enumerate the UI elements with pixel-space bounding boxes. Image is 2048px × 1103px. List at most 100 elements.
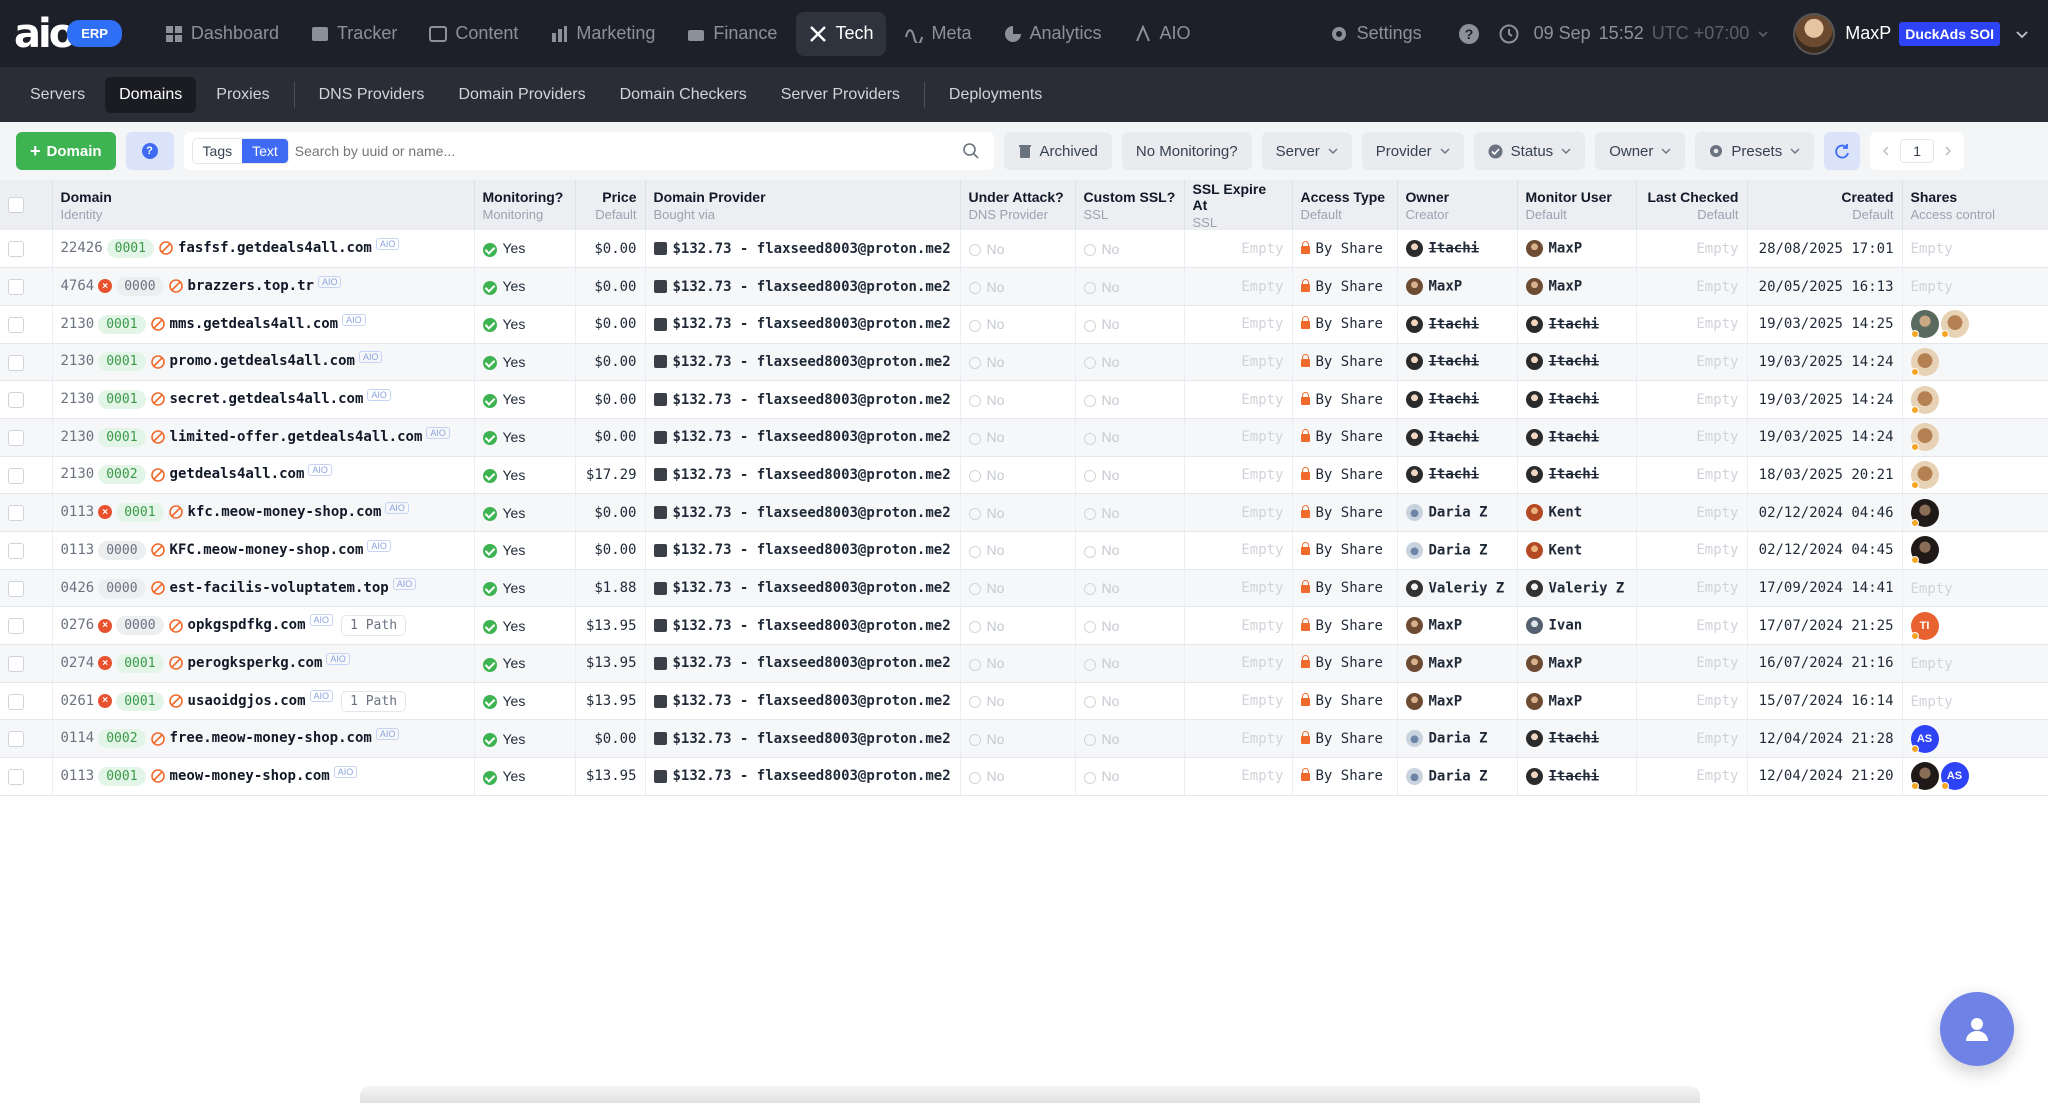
table-row[interactable]: 0113 0001 meow-money-shop.com AIO Yes $13.95 $…	[0, 757, 2048, 796]
help-button[interactable]: ?	[125, 132, 174, 170]
workspace-badge[interactable]: DuckAds SOI	[1899, 21, 2000, 46]
owner-cell[interactable]: Daria Z	[1397, 531, 1518, 570]
row-checkbox[interactable]	[8, 656, 24, 673]
chevron-right-icon[interactable]	[1942, 145, 1954, 157]
table-row[interactable]: 0276 × 0000 opkgspdfkg.com AIO 1 Path Yes $13.9…	[0, 606, 2048, 646]
domain-name[interactable]: perogksperkg.com	[187, 654, 323, 671]
share-avatar[interactable]: AS	[1910, 724, 1939, 753]
server-filter-dropdown[interactable]: Server	[1261, 132, 1352, 170]
nav-item-content[interactable]: Content	[416, 12, 531, 56]
monitor-user-cell[interactable]: Ivan	[1517, 606, 1637, 646]
domain-cell[interactable]: 2130 0002 getdeals4all.com AIO	[52, 456, 475, 495]
domain-name[interactable]: getdeals4all.com	[169, 466, 305, 483]
domain-provider-cell[interactable]: $132.73 - flaxseed8003@proton.me2	[645, 531, 961, 570]
shares-cell[interactable]	[1902, 343, 2048, 382]
shares-cell[interactable]: Empty	[1902, 267, 2048, 306]
monitor-user-cell[interactable]: Itachi	[1517, 456, 1637, 495]
add-domain-button[interactable]: + Domain	[16, 132, 116, 170]
row-checkbox[interactable]	[8, 467, 24, 484]
subnav-item-deployments[interactable]: Deployments	[948, 85, 1043, 103]
shares-cell[interactable]	[1902, 380, 2048, 419]
help-button[interactable]: ?	[1458, 23, 1480, 45]
owner-cell[interactable]: Itachi	[1397, 456, 1518, 495]
table-row[interactable]: 4764 × 0000 brazzers.top.tr AIO Yes $0.00 $132.…	[0, 267, 2048, 306]
row-checkbox[interactable]	[8, 241, 24, 258]
app-logo[interactable]: aio ERP	[14, 14, 122, 54]
table-row[interactable]: 22426 0001 fasfsf.getdeals4all.com AIO Yes $0…	[0, 230, 2048, 269]
user-name[interactable]: MaxP	[1845, 23, 1892, 43]
domain-provider-cell[interactable]: $132.73 - flaxseed8003@proton.me2	[645, 606, 961, 646]
column-header-domain-provider[interactable]: Domain Provider Bought via	[645, 180, 961, 230]
nav-item-tech[interactable]: Tech	[796, 11, 887, 56]
monitor-user-cell[interactable]: Kent	[1517, 493, 1637, 532]
shares-cell[interactable]: AS	[1902, 757, 2048, 796]
row-checkbox[interactable]	[8, 580, 24, 597]
shares-cell[interactable]: AS	[1902, 719, 2048, 759]
monitor-user-cell[interactable]: MaxP	[1517, 644, 1637, 683]
column-header-created[interactable]: Created Default	[1747, 180, 1903, 230]
domain-name[interactable]: brazzers.top.tr	[187, 278, 314, 295]
domain-provider-cell[interactable]: $132.73 - flaxseed8003@proton.me2	[645, 757, 961, 796]
shares-cell[interactable]	[1902, 493, 2048, 532]
owner-filter-dropdown[interactable]: Owner	[1595, 132, 1686, 170]
subnav-item-servers[interactable]: Servers	[30, 85, 86, 103]
column-header-custom-ssl[interactable]: Custom SSL? SSL	[1075, 180, 1185, 230]
domain-name[interactable]: kfc.meow-money-shop.com	[187, 504, 382, 521]
history-button[interactable]	[1498, 23, 1520, 45]
column-header-price[interactable]: Price Default	[575, 180, 646, 230]
table-row[interactable]: 2130 0001 promo.getdeals4all.com AIO Yes $0.0…	[0, 343, 2048, 382]
share-avatar[interactable]: AS	[1940, 762, 1969, 791]
support-chat-button[interactable]	[1940, 992, 2014, 1066]
domain-cell[interactable]: 0426 0000 est-facilis-voluptatem.top AIO	[52, 569, 475, 608]
shares-cell[interactable]	[1902, 456, 2048, 495]
domain-name[interactable]: promo.getdeals4all.com	[169, 353, 355, 370]
domain-cell[interactable]: 22426 0001 fasfsf.getdeals4all.com AIO	[52, 230, 475, 269]
domain-provider-cell[interactable]: $132.73 - flaxseed8003@proton.me2	[645, 230, 961, 269]
column-header-under-attack[interactable]: Under Attack? DNS Provider	[960, 180, 1076, 230]
monitor-user-cell[interactable]: Itachi	[1517, 305, 1637, 344]
owner-cell[interactable]: Itachi	[1397, 305, 1518, 344]
shares-cell[interactable]: Empty	[1902, 569, 2048, 608]
domain-cell[interactable]: 0113 × 0001 kfc.meow-money-shop.com AIO	[52, 493, 475, 532]
share-avatar[interactable]	[1910, 498, 1939, 527]
owner-cell[interactable]: MaxP	[1397, 644, 1518, 683]
domain-name[interactable]: fasfsf.getdeals4all.com	[177, 240, 372, 257]
shares-cell[interactable]: Empty	[1902, 644, 2048, 683]
subnav-item-proxies[interactable]: Proxies	[216, 85, 270, 103]
provider-filter-dropdown[interactable]: Provider	[1361, 132, 1464, 170]
nav-item-tracker[interactable]: Tracker	[298, 12, 410, 56]
share-avatar[interactable]	[1910, 385, 1939, 414]
column-header-access-type[interactable]: Access Type Default	[1292, 180, 1398, 230]
row-checkbox[interactable]	[8, 392, 24, 409]
table-row[interactable]: 2130 0002 getdeals4all.com AIO Yes $17.29 $132…	[0, 456, 2048, 495]
monitor-user-cell[interactable]: Itachi	[1517, 380, 1637, 419]
monitor-user-cell[interactable]: Valeriy Z	[1517, 569, 1637, 608]
monitor-user-cell[interactable]: Itachi	[1517, 719, 1637, 759]
archived-filter-button[interactable]: Archived	[1003, 132, 1112, 170]
subnav-item-domain-checkers[interactable]: Domain Checkers	[619, 85, 747, 103]
page-number-input[interactable]: 1	[1900, 139, 1935, 163]
share-avatar[interactable]	[1910, 460, 1939, 489]
column-header-monitoring[interactable]: Monitoring? Monitoring	[474, 180, 576, 230]
owner-cell[interactable]: Itachi	[1397, 343, 1518, 382]
shares-cell[interactable]	[1902, 418, 2048, 457]
owner-cell[interactable]: Daria Z	[1397, 493, 1518, 532]
subnav-item-domains[interactable]: Domains	[105, 76, 197, 113]
domain-provider-cell[interactable]: $132.73 - flaxseed8003@proton.me2	[645, 267, 961, 306]
row-checkbox[interactable]	[8, 316, 24, 333]
shares-cell[interactable]	[1902, 305, 2048, 344]
select-all-checkbox[interactable]	[8, 196, 24, 213]
table-row[interactable]: 2130 0001 mms.getdeals4all.com AIO Yes $0.00 $…	[0, 305, 2048, 344]
owner-cell[interactable]: MaxP	[1397, 682, 1518, 721]
shares-cell[interactable]: Empty	[1902, 682, 2048, 721]
owner-cell[interactable]: MaxP	[1397, 606, 1518, 646]
chevron-down-icon[interactable]	[2014, 26, 2030, 42]
domain-provider-cell[interactable]: $132.73 - flaxseed8003@proton.me2	[645, 380, 961, 419]
domain-cell[interactable]: 0113 0001 meow-money-shop.com AIO	[52, 757, 475, 796]
domain-cell[interactable]: 0113 0000 KFC.meow-money-shop.com AIO	[52, 531, 475, 570]
table-row[interactable]: 0113 × 0001 kfc.meow-money-shop.com AIO Yes $0…	[0, 493, 2048, 532]
nav-item-dashboard[interactable]: Dashboard	[152, 12, 292, 56]
table-row[interactable]: 2130 0001 limited-offer.getdeals4all.com AI…	[0, 418, 2048, 457]
no-monitoring-filter-button[interactable]: No Monitoring?	[1121, 132, 1252, 170]
share-avatar[interactable]	[1910, 310, 1939, 339]
